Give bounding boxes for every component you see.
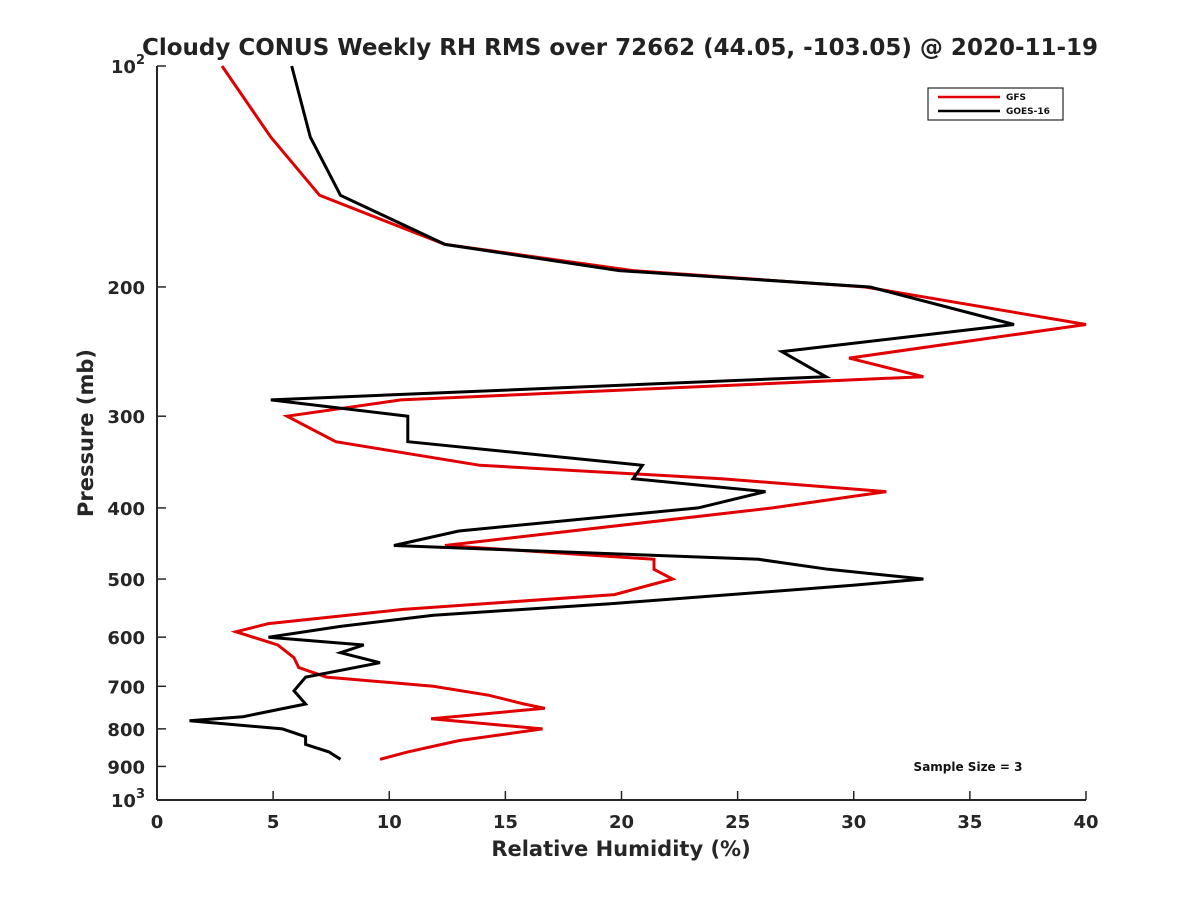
y-ticks: 102 200 300 400 500 600 700 800 900 103 [107,53,166,812]
y-tick-label: 102 [111,53,145,78]
x-axis-label: Relative Humidity (%) [491,837,750,861]
y-tick-label: 500 [107,570,145,591]
legend-label-gfs: GFS [1006,93,1026,103]
legend-box [927,87,1064,121]
x-tick-label: 35 [957,812,982,833]
sample-size-annotation: Sample Size = 3 [914,760,1023,774]
x-tick-label: 25 [725,812,750,833]
x-tick-label: 10 [377,812,402,833]
y-tick-label: 103 [111,787,145,812]
x-tick-label: 5 [267,812,280,833]
series-line-gfs [220,65,1087,761]
plot-series [189,65,1087,761]
legend-items: GFS GOES-16 [938,93,1050,117]
y-tick-label: 400 [107,499,145,520]
x-tick-label: 40 [1073,812,1098,833]
x-tick-label: 15 [493,812,518,833]
y-tick-label: 900 [107,757,145,778]
x-ticks: 0 5 10 15 20 25 30 35 40 [151,791,1099,833]
x-tick-label: 0 [151,812,164,833]
y-tick-label: 200 [107,278,145,299]
y-tick-label: 300 [107,407,145,428]
y-tick-label: 800 [107,720,145,741]
legend-label-goes-16: GOES-16 [1006,107,1050,117]
y-tick-label: 700 [107,677,145,698]
series-line-goes-16 [189,65,1015,761]
x-tick-label: 20 [609,812,634,833]
y-tick-label: 600 [107,628,145,649]
y-axis-label: Pressure (mb) [74,349,98,517]
chart-title: Cloudy CONUS Weekly RH RMS over 72662 (4… [142,35,1098,61]
x-tick-label: 30 [841,812,866,833]
legend: GFS GOES-16 [927,87,1064,121]
